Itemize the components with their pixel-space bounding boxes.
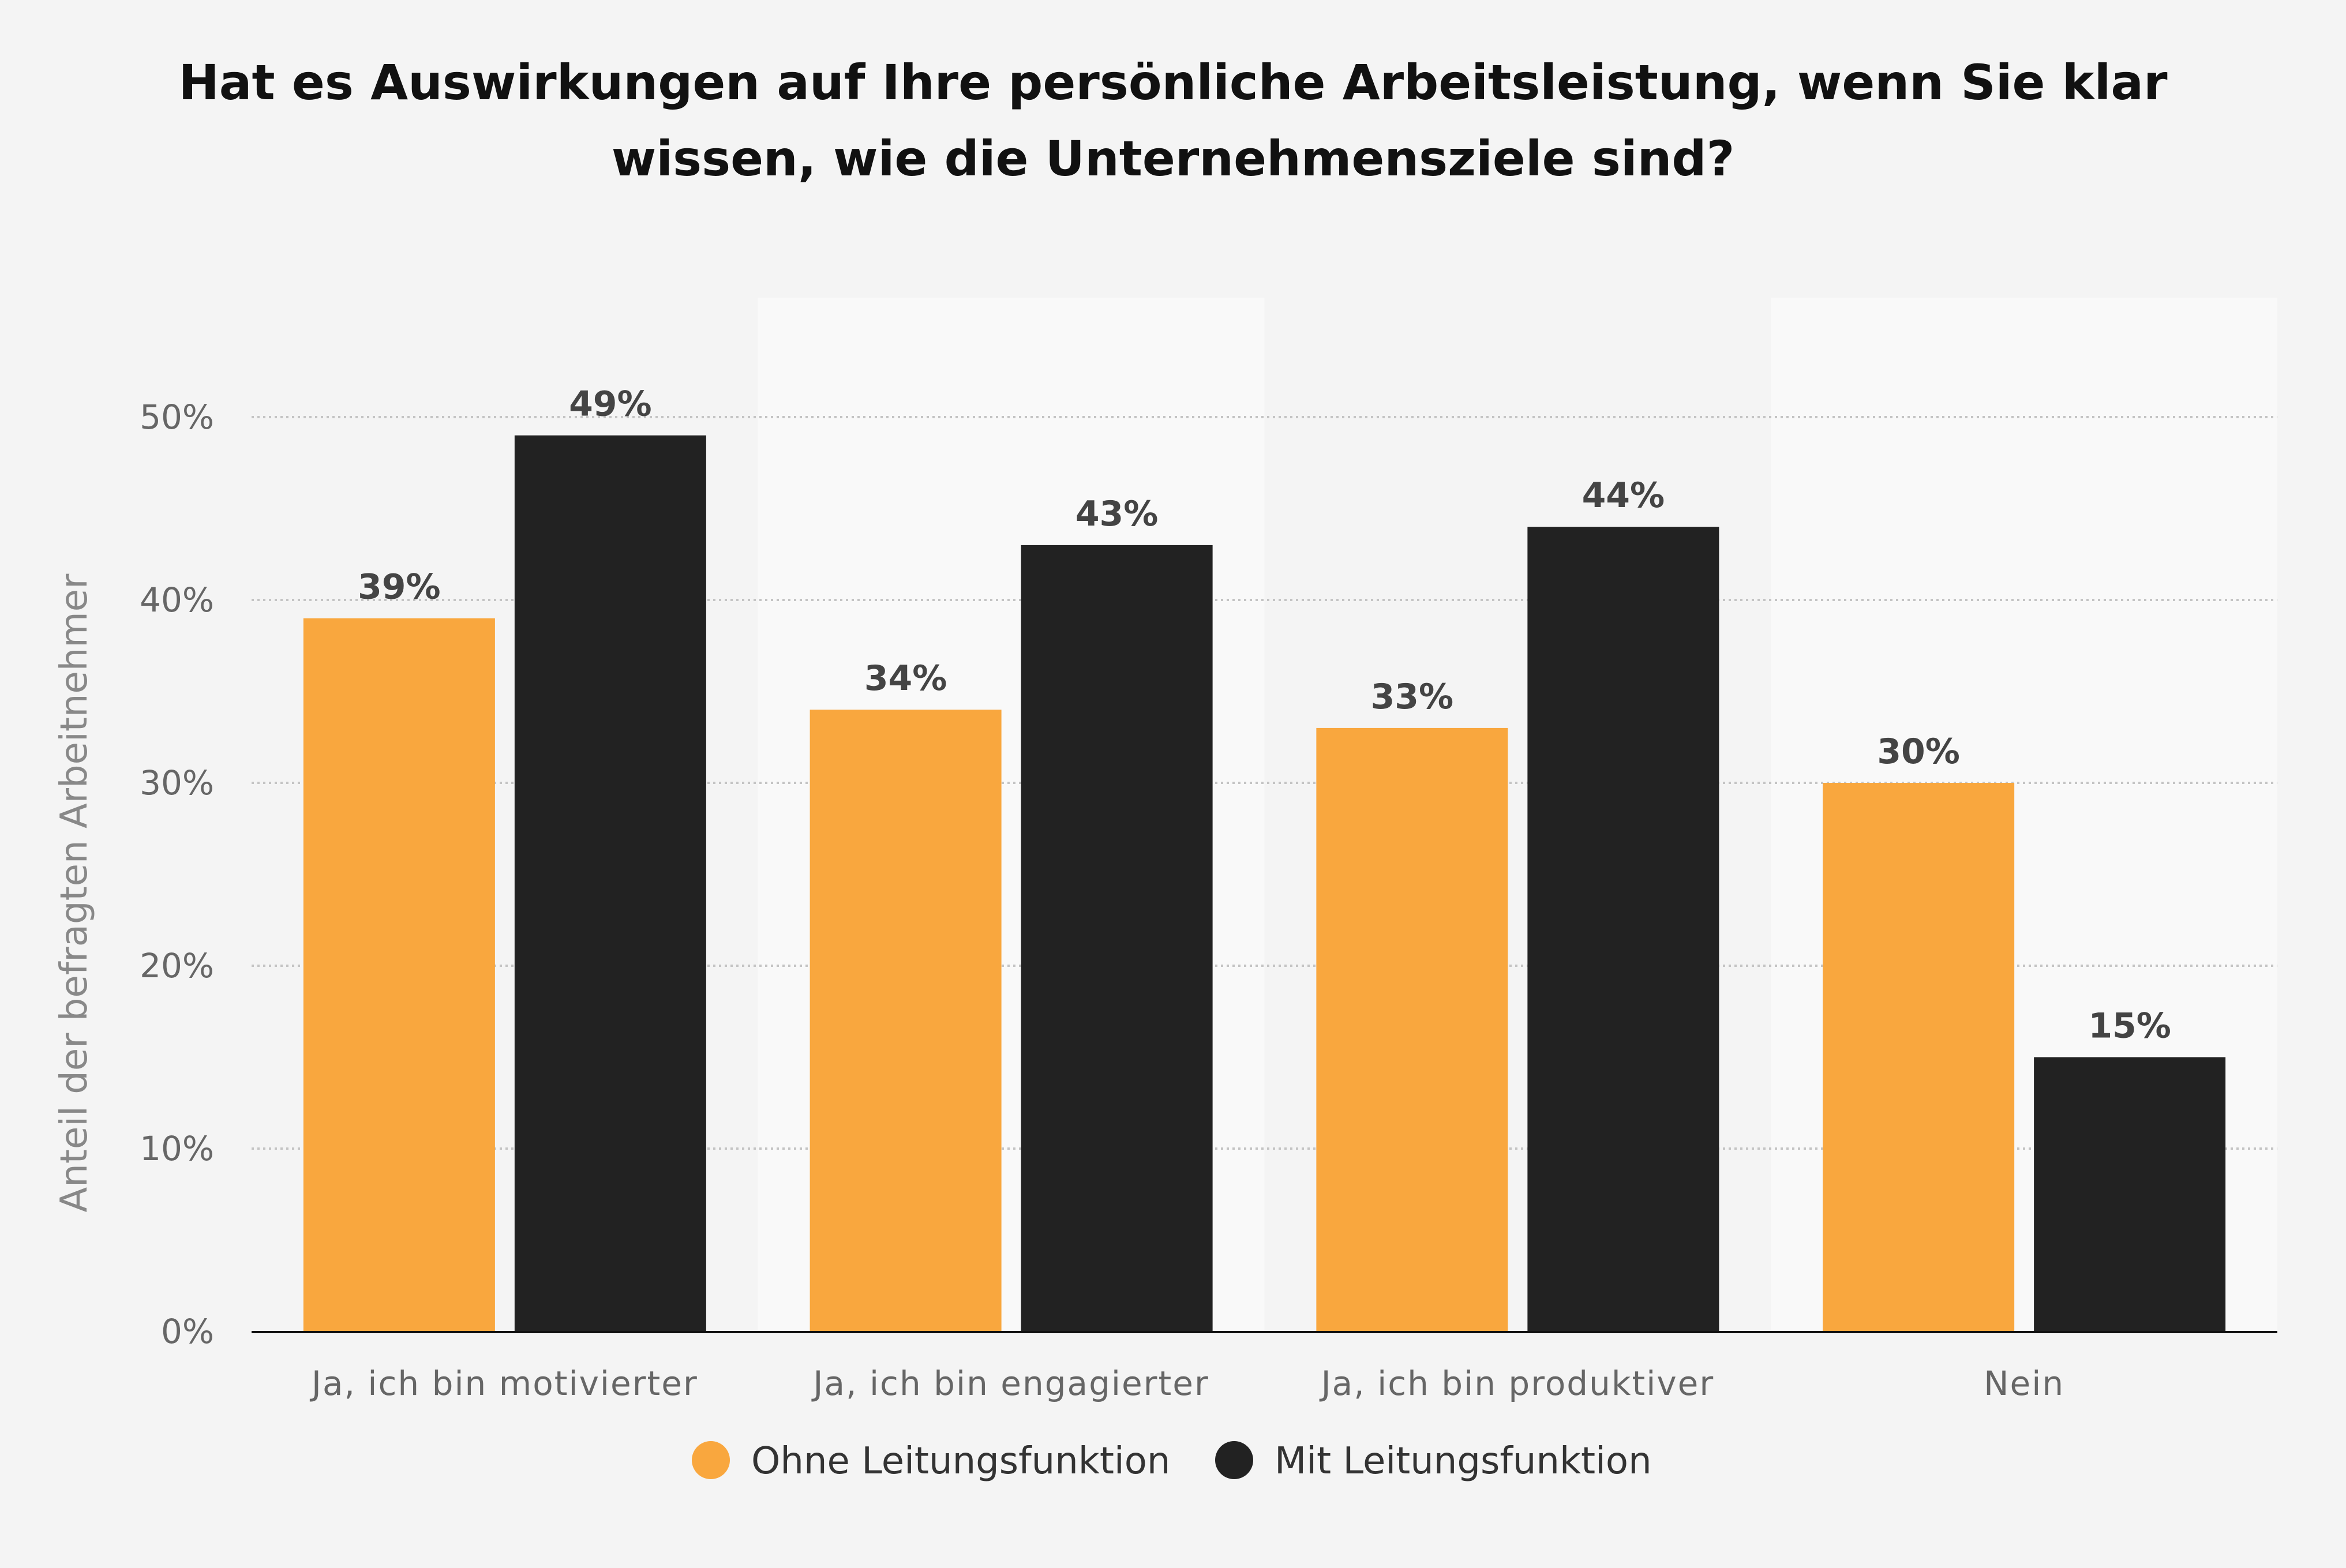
y-tick-label: 10% bbox=[140, 1129, 214, 1168]
y-tick-label: 50% bbox=[140, 397, 214, 437]
data-label: 30% bbox=[1877, 732, 1960, 772]
x-tick-label: Ja, ich bin motivierter bbox=[310, 1364, 698, 1403]
data-label: 43% bbox=[1075, 494, 1159, 534]
data-label: 15% bbox=[2088, 1006, 2171, 1046]
x-tick-label: Ja, ich bin produktiver bbox=[1320, 1364, 1715, 1403]
bar-ohne bbox=[810, 710, 1002, 1331]
x-tick-label: Ja, ich bin engagierter bbox=[811, 1364, 1209, 1403]
bar-ohne bbox=[303, 618, 495, 1331]
y-tick-label: 30% bbox=[140, 763, 214, 802]
bar-mit bbox=[1021, 545, 1213, 1331]
legend-label-ohne: Ohne Leitungsfunktion bbox=[751, 1440, 1170, 1483]
legend-label-mit: Mit Leitungsfunktion bbox=[1275, 1440, 1652, 1483]
data-label: 34% bbox=[864, 658, 947, 699]
chart-title-line-2: wissen, wie die Unternehmensziele sind? bbox=[612, 130, 1735, 187]
legend-marker-mit bbox=[1215, 1441, 1253, 1479]
bar-ohne bbox=[1316, 727, 1508, 1331]
bar-ohne bbox=[1823, 783, 2015, 1331]
data-label: 44% bbox=[1582, 475, 1665, 516]
bar-mit bbox=[514, 435, 706, 1332]
y-tick-label: 20% bbox=[140, 946, 214, 985]
bar-mit bbox=[2034, 1057, 2226, 1331]
legend-marker-ohne bbox=[692, 1441, 730, 1479]
x-tick-label: Nein bbox=[1984, 1364, 2064, 1403]
y-tick-label: 0% bbox=[161, 1312, 214, 1351]
y-tick-label: 40% bbox=[140, 580, 214, 620]
data-label: 33% bbox=[1371, 677, 1454, 717]
data-label: 49% bbox=[569, 384, 652, 425]
legend: Ohne Leitungsfunktion Mit Leitungsfunkti… bbox=[692, 1440, 1652, 1483]
chart-title-line-1: Hat es Auswirkungen auf Ihre persönliche… bbox=[179, 54, 2168, 111]
y-axis-title: Anteil der befragten Arbeitnehmer bbox=[53, 573, 96, 1213]
bar-mit bbox=[1527, 527, 1719, 1332]
data-label: 39% bbox=[358, 567, 441, 607]
